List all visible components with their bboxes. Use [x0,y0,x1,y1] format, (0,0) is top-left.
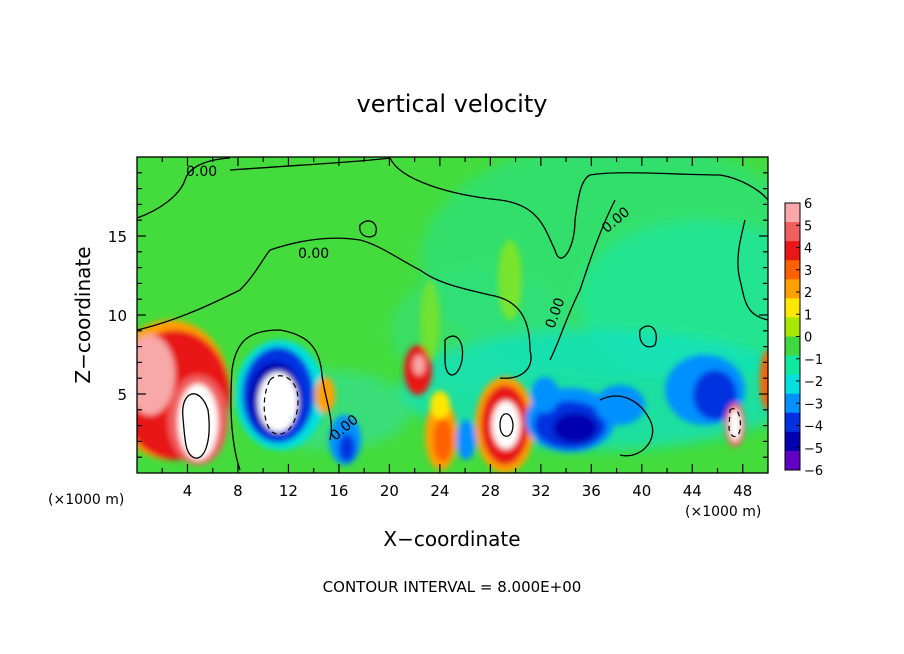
colorbar-tick-label: −1 [804,353,823,368]
x-tick-label: 36 [582,482,601,500]
y-tick-label: 10 [108,307,127,325]
contour-line [599,395,654,457]
contour-line [489,294,532,379]
colorbar-tick-label: 1 [804,308,812,323]
colorbar-swatch [785,431,800,452]
x-unit-label-left: (×1000 m) [48,492,124,508]
x-tick-label: 8 [233,482,243,500]
colorbar-swatch [785,317,800,337]
contour-line [389,157,768,259]
colorbar-swatch [785,412,800,433]
y-axis-label: Z−coordinate [71,246,95,383]
colorbar-tick-label: −3 [804,397,823,412]
colorbar-tick-label: 3 [804,264,812,279]
colorbar-swatch [785,279,800,299]
contour-lines-negative [263,375,741,438]
plot-area [137,157,768,473]
colorbar-tick-label: −4 [804,420,823,435]
y-tick-label: 5 [117,386,127,404]
colorbar-tick-label: −6 [804,464,823,479]
x-axis-label: X−coordinate [383,527,520,551]
colorbar-tick-label: 4 [804,242,812,257]
contour-label: 0.00 [298,246,329,262]
contour-line [499,413,514,437]
x-tick-label: 44 [683,482,702,500]
contour-line [230,329,333,471]
contour-line [549,199,616,361]
colorbar-tick-label: −2 [804,375,823,390]
contour-label: 0.00 [186,164,217,180]
contour-lines [137,157,768,471]
colorbar-swatch [785,450,800,471]
x-tick-label: 12 [279,482,298,500]
contour-line-negative [263,375,299,435]
contour-line [182,393,210,459]
x-tick-label: 24 [430,482,449,500]
x-tick-label: 48 [733,482,752,500]
x-tick-label: 32 [531,482,550,500]
colorbar-swatch [785,336,800,357]
x-tick-label: 16 [329,482,348,500]
colorbar-swatch [785,393,800,414]
colorbar-swatch [785,298,800,318]
contour-line [137,157,231,219]
x-axis: 4 8 12 16 20 24 28 32 36 40 44 48 [161,157,752,500]
contour-line [229,157,391,171]
x-tick-label: 20 [380,482,399,500]
x-tick-label: 40 [632,482,651,500]
contour-line [737,219,768,321]
colorbar-tick-label: 2 [804,286,812,301]
y-axis: 5 10 15 [108,172,768,458]
colorbar-tick-label: 6 [804,197,812,212]
chart-title: vertical velocity [357,90,548,118]
x-tick-label: 4 [183,482,193,500]
colorbar-swatch [785,374,800,395]
y-tick-label: 15 [108,228,127,246]
colorbar-swatch [785,241,800,261]
x-unit-label-right: (×1000 m) [685,504,761,520]
feature-layer [137,240,768,473]
colorbar-swatch [785,222,800,242]
contour-line-negative [728,408,741,438]
colorbar-tick-label: 0 [804,331,812,346]
contour-interval: CONTOUR INTERVAL = 8.000E+00 [323,578,582,596]
colorbar-tick-label: 5 [804,219,812,234]
x-tick-label: 28 [481,482,500,500]
colorbar-swatch [785,203,800,223]
contour-line [359,220,377,238]
contour-line [137,237,491,331]
contour-line [639,325,657,348]
colorbar-swatch [785,260,800,280]
colorbar: 6 5 4 3 2 1 0 −1 −2 −3 −4 −5 −6 [784,197,823,479]
contour-line [444,335,464,376]
colorbar-swatch [785,355,800,376]
colorbar-tick-label: −5 [804,442,823,457]
